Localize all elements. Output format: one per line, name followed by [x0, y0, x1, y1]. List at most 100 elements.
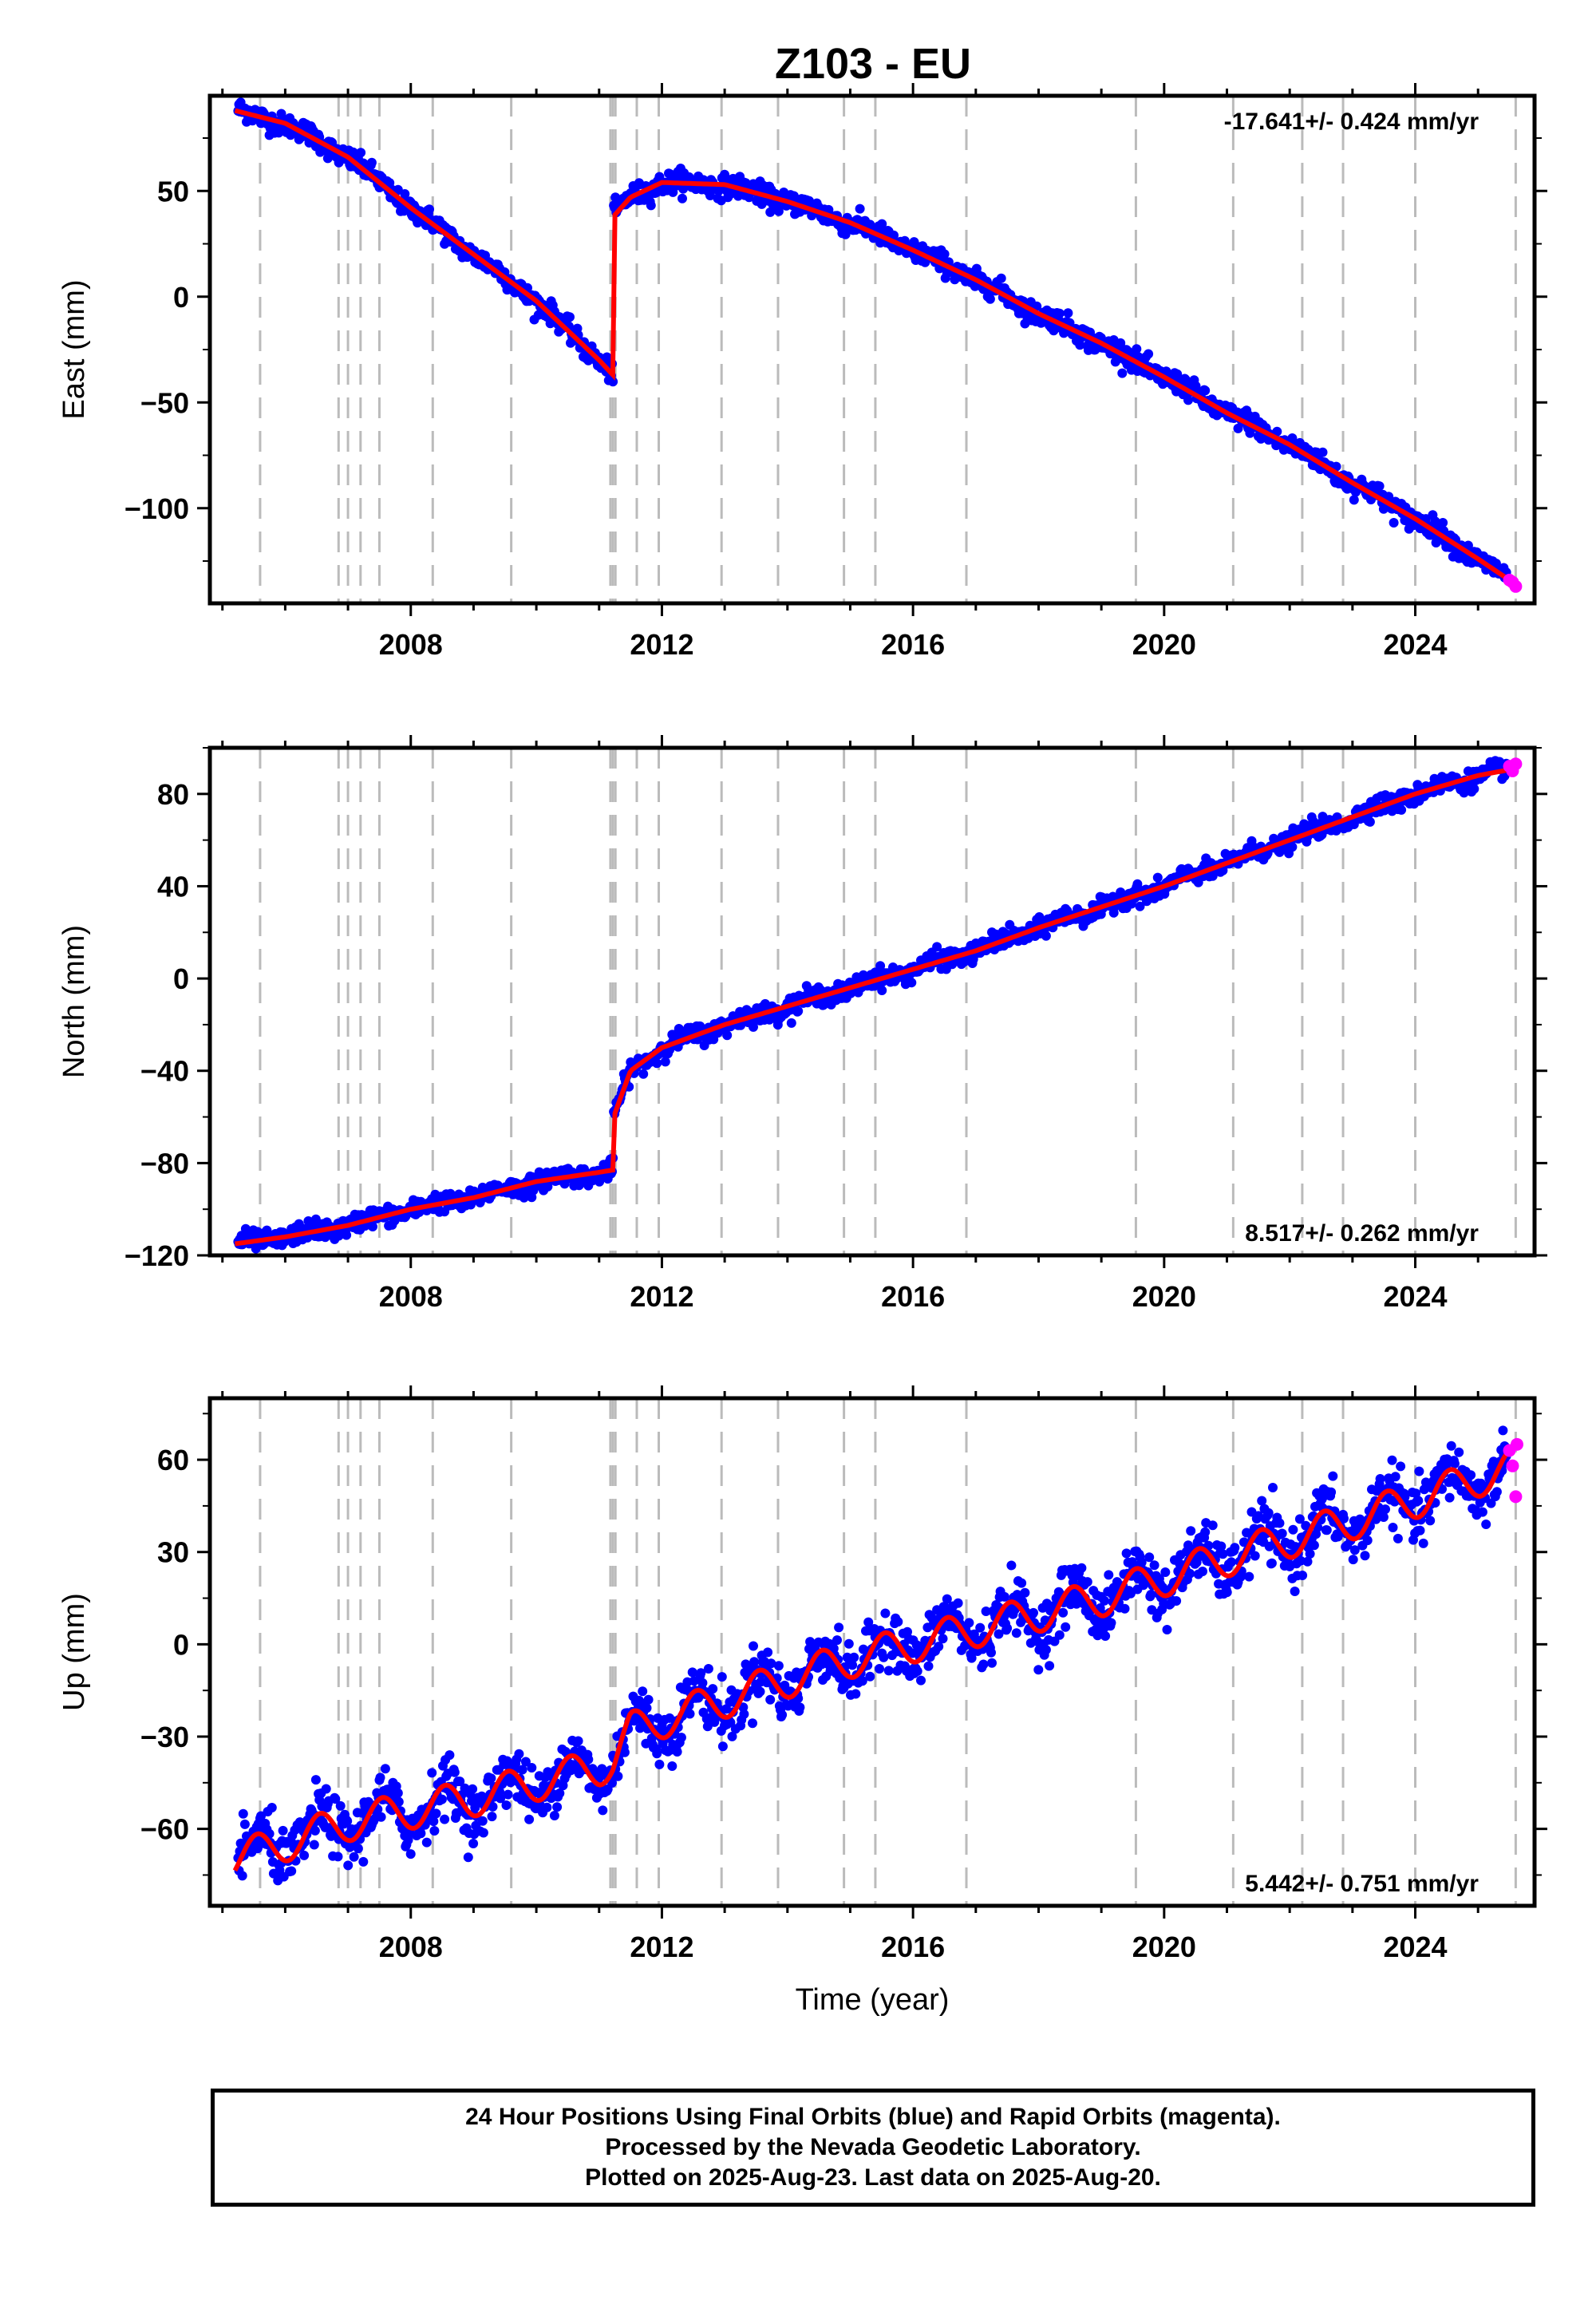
- data-point: [528, 1185, 539, 1196]
- data-point: [863, 1617, 874, 1627]
- data-point: [964, 1618, 974, 1628]
- data-point: [1277, 1528, 1287, 1539]
- data-point: [429, 1826, 440, 1836]
- data-point: [1288, 1524, 1298, 1535]
- rapid-point: [1509, 579, 1523, 593]
- plot-area: [232, 1398, 1523, 1906]
- data-point: [1328, 1471, 1338, 1481]
- data-point: [889, 230, 899, 240]
- data-point: [552, 1802, 563, 1812]
- data-point: [1160, 1567, 1171, 1577]
- y-tick-label: 30: [157, 1536, 189, 1569]
- data-point: [1132, 344, 1142, 354]
- data-point: [749, 1641, 758, 1651]
- x-tick-label: 2016: [881, 1931, 945, 1963]
- plot-frame: [207, 745, 1537, 1258]
- data-point: [1146, 1590, 1156, 1599]
- data-point: [267, 1803, 277, 1812]
- data-point: [1218, 1549, 1228, 1559]
- data-point: [916, 1675, 926, 1686]
- data-point: [608, 377, 618, 387]
- data-point: [1063, 308, 1073, 318]
- data-point: [635, 1723, 645, 1733]
- data-point: [1020, 1587, 1030, 1598]
- data-point: [440, 1814, 450, 1824]
- data-point: [722, 1030, 733, 1041]
- data-point: [565, 312, 575, 322]
- data-point: [1317, 447, 1328, 457]
- north-panel: 2008 2012 2016 2020 2024−120−80−4004080North…: [57, 735, 1547, 1313]
- data-point: [685, 1709, 695, 1719]
- data-point: [333, 1852, 343, 1862]
- data-point: [1302, 1556, 1313, 1567]
- y-tick-label: 0: [173, 1628, 189, 1661]
- data-point: [1186, 1526, 1196, 1536]
- data-point: [542, 1802, 552, 1812]
- data-point: [342, 1816, 353, 1826]
- x-tick-label: 2012: [630, 1280, 693, 1313]
- data-point: [477, 1816, 488, 1826]
- data-point: [763, 1647, 773, 1658]
- data-point: [1321, 1525, 1332, 1535]
- data-point: [939, 249, 950, 259]
- model-fit-line: [234, 108, 1518, 587]
- data-point: [1136, 1557, 1147, 1567]
- y-tick-label: 80: [157, 778, 189, 811]
- data-point: [1216, 1541, 1227, 1551]
- data-point: [278, 1825, 288, 1836]
- data-point: [717, 1672, 727, 1682]
- data-point: [1244, 1571, 1254, 1582]
- data-point: [1263, 1508, 1274, 1518]
- data-point: [353, 1844, 363, 1854]
- data-point: [1463, 540, 1473, 551]
- data-point: [1054, 308, 1065, 318]
- data-point: [1290, 1587, 1300, 1596]
- data-point: [310, 1775, 321, 1785]
- data-point: [1198, 1567, 1207, 1576]
- data-point: [1446, 1441, 1456, 1451]
- data-point: [375, 1773, 385, 1783]
- y-tick-label: −80: [140, 1147, 189, 1180]
- data-point: [239, 1819, 250, 1829]
- data-point: [1396, 1461, 1406, 1472]
- data-point: [1414, 1466, 1424, 1476]
- data-point: [1029, 1607, 1038, 1618]
- rapid-point: [1509, 1490, 1523, 1504]
- y-tick-label: −120: [124, 1239, 189, 1272]
- data-point: [773, 206, 784, 216]
- data-point: [486, 1773, 496, 1784]
- data-point: [1326, 1487, 1337, 1497]
- data-point: [1301, 1520, 1311, 1531]
- footer-line-1: 24 Hour Positions Using Final Orbits (bl…: [465, 2104, 1281, 2130]
- data-point: [994, 1629, 1004, 1639]
- y-axis-label: North (mm): [57, 925, 91, 1078]
- data-point: [356, 148, 366, 158]
- footer-line-3: Plotted on 2025-Aug-23. Last data on 202…: [585, 2164, 1161, 2191]
- data-point: [496, 1793, 506, 1804]
- data-point: [879, 1652, 889, 1662]
- data-point: [514, 1749, 524, 1759]
- data-point: [455, 1777, 465, 1787]
- data-point: [463, 1852, 473, 1863]
- data-point: [256, 1811, 266, 1821]
- data-point: [1100, 1631, 1111, 1641]
- data-point: [1287, 842, 1298, 852]
- data-point: [1200, 385, 1211, 396]
- data-point: [1045, 1661, 1055, 1671]
- velocity-label: 8.517+/- 0.262 mm/yr: [1245, 1220, 1479, 1247]
- data-point: [851, 1689, 861, 1699]
- data-point: [1466, 1470, 1476, 1480]
- data-point: [1287, 433, 1298, 443]
- data-point: [981, 1607, 991, 1616]
- x-tick-label: 2016: [881, 628, 945, 661]
- data-point: [1415, 1525, 1425, 1535]
- velocity-label: -17.641+/- 0.424 mm/yr: [1224, 109, 1479, 135]
- data-point: [793, 1006, 804, 1016]
- data-point: [660, 1057, 670, 1067]
- data-point: [503, 1789, 513, 1800]
- data-point: [907, 978, 917, 988]
- data-point: [687, 1667, 697, 1678]
- data-point: [986, 1647, 996, 1658]
- data-point: [1349, 1545, 1360, 1555]
